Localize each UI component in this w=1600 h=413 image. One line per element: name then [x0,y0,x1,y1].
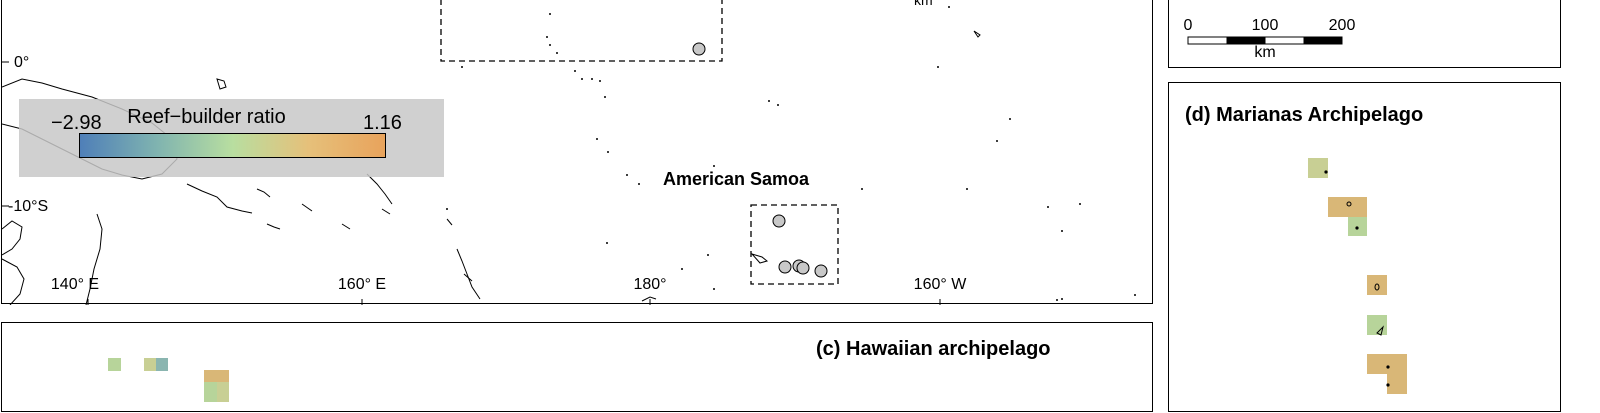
site-marker [814,264,828,278]
island-dots [446,6,1136,301]
inset-box-american-samoa [750,204,839,285]
scale-bar-panel: 0 100 200 km [1168,0,1561,68]
grid-cell [144,358,156,371]
scale-tick-100: 100 [1252,17,1279,34]
scale-tick-0: 0 [1184,17,1193,34]
grid-cell [1387,354,1407,374]
legend-max-label: 1.16 [363,112,402,134]
legend-min-label: −2.98 [51,112,102,134]
site-marker [772,214,786,228]
marianas-islands [1324,170,1390,387]
grid-cell [1367,275,1387,295]
main-map-panel: 0° -10°S 140° E 160° E 180° 160° W Ameri… [1,0,1153,305]
grid-cell [1308,158,1328,178]
site-marker [796,261,810,275]
legend-box: Reef−builder ratio −2.98 1.16 [19,99,444,177]
lon-label-160w: 160° W [914,276,968,293]
grid-cell [217,370,229,382]
marianas-panel: (d) Marianas Archipelago [1168,82,1561,412]
inset-box-north [440,0,723,62]
site-marker [778,260,792,274]
site-marker [692,42,706,56]
scale-bar: 0 100 200 km [1184,17,1356,61]
hawaiian-panel-title: (c) Hawaiian archipelago [816,338,1051,360]
lon-label-180: 180° [633,276,666,293]
lon-label-140e: 140° E [51,276,99,293]
legend-gradient-bar [79,133,386,158]
grid-cell [1367,354,1387,374]
grid-cell [1387,374,1407,394]
grid-cell [156,358,168,371]
scale-tick-200: 200 [1329,17,1356,34]
label-american-samoa: American Samoa [663,169,810,189]
legend-title: Reef−builder ratio [127,106,286,128]
hawaiian-panel: (c) Hawaiian archipelago [1,322,1153,412]
grid-cell [204,382,217,402]
marianas-panel-title: (d) Marianas Archipelago [1185,104,1424,126]
grid-cell [108,358,121,371]
grid-cell [1348,197,1367,217]
grid-cell [204,370,217,382]
grid-cell [1328,197,1348,217]
lat-label-10s: -10°S [8,198,48,215]
lon-label-160e: 160° E [338,276,386,293]
site-markers [692,42,828,278]
label-top-fragment: km [914,0,933,8]
lat-label-0: 0° [14,54,29,71]
scale-unit: km [1254,44,1275,61]
grid-cell [217,382,229,402]
main-map-canvas: 0° -10°S 140° E 160° E 180° 160° W Ameri… [2,0,1136,305]
